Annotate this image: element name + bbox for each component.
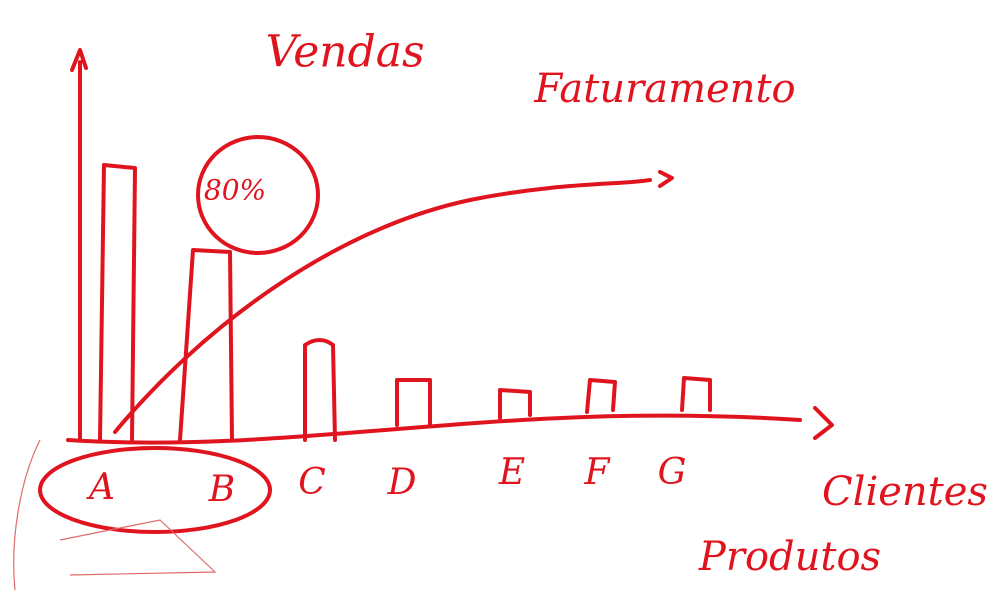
bars-title: Vendas	[265, 27, 424, 78]
bar	[498, 388, 532, 420]
category-label: C	[298, 462, 326, 503]
threshold-label: 80%	[204, 174, 266, 207]
category-label: E	[498, 452, 525, 493]
axis-label: Produtos	[698, 534, 881, 580]
curve-title: Faturamento	[533, 66, 795, 112]
bar	[395, 378, 432, 427]
bar	[585, 378, 617, 414]
bar	[680, 376, 712, 412]
y-axis	[70, 48, 88, 442]
highlight-circle	[196, 135, 320, 255]
category-label: F	[584, 452, 612, 493]
category-label: B	[208, 469, 235, 510]
bar	[98, 163, 137, 442]
x-axis	[66, 406, 834, 445]
category-labels: A B C D E F G	[86, 452, 686, 510]
sketch-lines	[13, 439, 217, 591]
bar	[303, 338, 337, 442]
category-label: G	[658, 452, 687, 493]
cumulative-curve	[113, 170, 674, 434]
bar	[178, 248, 234, 442]
category-label: D	[387, 462, 417, 503]
category-label: A	[86, 467, 115, 508]
highlight-ellipse	[38, 446, 272, 534]
axis-label: Clientes	[822, 469, 988, 515]
